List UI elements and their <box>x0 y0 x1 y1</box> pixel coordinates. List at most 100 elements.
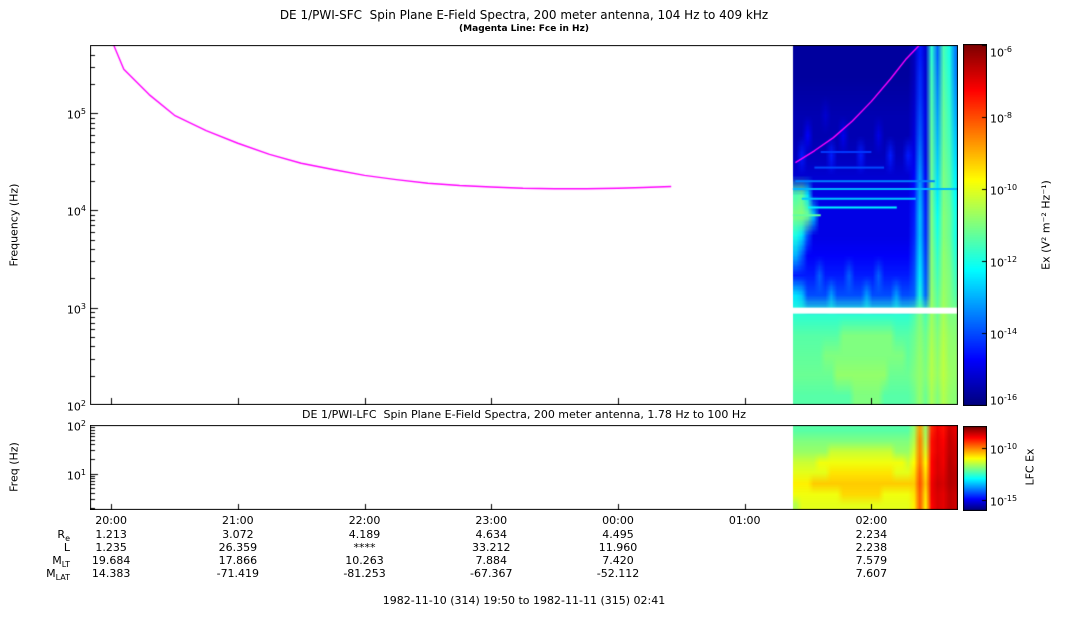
tick-exponent: 1 <box>80 467 86 477</box>
orbit-value: -71.419 <box>216 567 260 580</box>
orbit-value: 33.212 <box>472 541 511 554</box>
y-tick-label: 103 <box>46 300 86 318</box>
orbit-value: -81.253 <box>343 567 386 580</box>
y-tick-label: 104 <box>46 202 86 220</box>
tick-base: 10 <box>66 303 81 317</box>
tick-base: 10 <box>990 46 1004 60</box>
orbit-row-label: Re <box>0 528 70 543</box>
orbit-value: 7.579 <box>855 554 888 567</box>
orbit-value: 26.359 <box>218 541 258 554</box>
time-range-caption: 1982-11-10 (314) 19:50 to 1982-11-11 (31… <box>382 594 666 607</box>
orbit-value: 4.495 <box>602 528 634 541</box>
orbit-row-label-sub: LT <box>61 560 70 570</box>
tick-base: 10 <box>990 112 1004 126</box>
orbit-value: 7.607 <box>855 567 888 580</box>
colorbar-tick-label: 10-10 <box>990 181 1017 199</box>
orbit-value: 1.235 <box>95 541 127 554</box>
orbit-row-label-sub: e <box>65 534 70 544</box>
tick-base: 10 <box>990 495 1004 509</box>
sfc-panel <box>90 45 958 405</box>
lfc-colorbar-unit-label: LFC Ex <box>1023 448 1037 486</box>
orbit-row-label: L <box>0 541 70 556</box>
colorbar-tick-label: 10-14 <box>990 325 1017 343</box>
orbit-value: 4.189 <box>348 528 381 541</box>
orbit-value: 14.383 <box>91 567 131 580</box>
y-tick-label: 102 <box>46 417 86 435</box>
x-tick-label: 20:00 <box>95 514 127 527</box>
orbit-row-label-main: M <box>46 567 56 580</box>
sfc-colorbar-unit-label: Ex (V² m⁻² Hz⁻¹) <box>1039 180 1053 270</box>
tick-exponent: 2 <box>80 419 86 428</box>
orbit-value: 2.238 <box>855 541 888 554</box>
tick-base: 10 <box>66 420 81 434</box>
tick-exponent: -10 <box>1004 183 1018 192</box>
tick-exponent: 2 <box>80 399 86 408</box>
tick-exponent: -14 <box>1004 327 1018 336</box>
orbit-value: 3.072 <box>222 528 254 541</box>
tick-base: 10 <box>66 108 81 122</box>
orbit-row-label-main: L <box>63 541 70 554</box>
lfc-spectrogram-canvas <box>90 425 958 510</box>
tick-exponent: -8 <box>1004 111 1012 120</box>
x-tick-label: 23:00 <box>475 514 508 527</box>
colorbar-tick-label: 10-8 <box>990 109 1012 127</box>
sfc-spectrogram-canvas <box>90 45 958 405</box>
x-tick-label: 02:00 <box>855 514 888 527</box>
orbit-value: 2.234 <box>855 528 888 541</box>
tick-exponent: -10 <box>1004 441 1018 451</box>
y-tick-label: 101 <box>46 466 86 484</box>
tick-base: 10 <box>990 256 1004 270</box>
tick-base: 10 <box>66 400 81 414</box>
orbit-row-label-main: M <box>52 554 62 567</box>
orbit-value: 4.634 <box>475 528 508 541</box>
colorbar-tick-label: 10-12 <box>990 253 1017 271</box>
tick-base: 10 <box>990 394 1004 408</box>
orbit-value: -67.367 <box>470 567 513 580</box>
orbit-value: 1.213 <box>95 528 127 541</box>
orbit-row-label-sub: LAT <box>55 573 70 583</box>
figure-subtitle: (Magenta Line: Fce in Hz) <box>459 24 589 34</box>
orbit-row-label-main: R <box>57 528 66 541</box>
x-tick-label: 22:00 <box>348 514 381 527</box>
orbit-row-label: MLT <box>0 554 70 569</box>
tick-base: 10 <box>990 328 1004 342</box>
figure-title: DE 1/PWI-SFC Spin Plane E-Field Spectra,… <box>279 8 769 22</box>
x-tick-label: 00:00 <box>602 514 634 527</box>
lfc-y-axis-label: Freq (Hz) <box>7 442 21 492</box>
lfc-colorbar-canvas <box>963 426 987 511</box>
lfc-colorbar <box>963 426 987 511</box>
orbit-value: -52.112 <box>596 567 640 580</box>
tick-exponent: 3 <box>80 301 86 311</box>
sfc-y-axis-label: Frequency (Hz) <box>7 183 21 267</box>
tick-base: 10 <box>66 206 81 220</box>
orbit-value: 19.684 <box>91 554 131 567</box>
tick-exponent: 5 <box>80 107 86 117</box>
y-tick-label: 105 <box>46 105 86 123</box>
orbit-value: 11.960 <box>598 541 638 554</box>
colorbar-tick-label: 10-6 <box>990 43 1012 61</box>
y-tick-label: 102 <box>46 397 86 415</box>
x-tick-label: 01:00 <box>728 514 761 527</box>
x-tick-label: 21:00 <box>221 514 254 527</box>
tick-base: 10 <box>990 443 1004 457</box>
tick-exponent: -6 <box>1004 45 1012 54</box>
colorbar-tick-label: 10-15 <box>990 492 1017 510</box>
tick-exponent: -12 <box>1004 255 1018 264</box>
tick-exponent: -16 <box>1004 393 1018 402</box>
orbit-value: 17.866 <box>218 554 258 567</box>
orbit-value: **** <box>353 541 376 554</box>
colorbar-tick-label: 10-10 <box>990 440 1017 458</box>
sfc-colorbar-canvas <box>963 44 987 406</box>
orbit-value: 10.263 <box>345 554 384 567</box>
orbit-row-label: MLAT <box>0 567 70 582</box>
tick-exponent: -15 <box>1004 493 1018 503</box>
lfc-panel <box>90 425 958 510</box>
orbit-value: 7.420 <box>602 554 634 567</box>
tick-exponent: 4 <box>80 204 86 214</box>
orbit-value: 7.884 <box>475 554 508 567</box>
tick-base: 10 <box>66 469 81 483</box>
sfc-colorbar <box>963 44 987 406</box>
lfc-title: DE 1/PWI-LFC Spin Plane E-Field Spectra,… <box>302 408 746 421</box>
tick-base: 10 <box>990 184 1004 198</box>
